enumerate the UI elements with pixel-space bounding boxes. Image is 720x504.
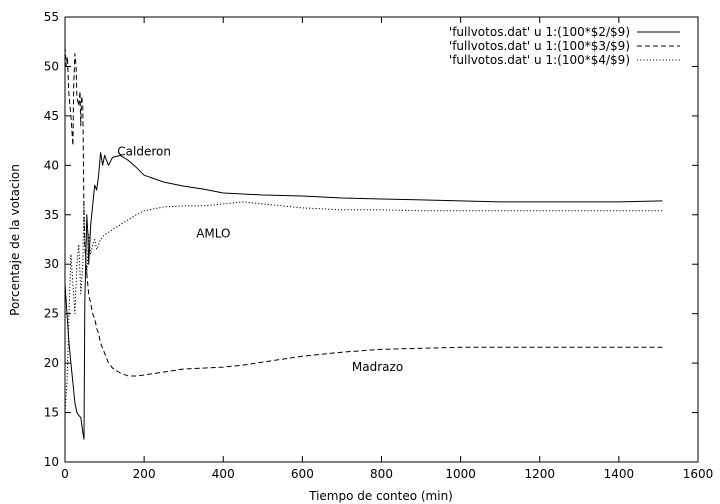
legend-label: 'fullvotos.dat' u 1:(100*$3/$9) [449, 39, 630, 53]
x-axis-ticks: 0 200 400 600 800 1000 1200 1400 1600 [61, 17, 713, 481]
x-tick-label: 1200 [524, 467, 555, 481]
legend: 'fullvotos.dat' u 1:(100*$2/$9)'fullvoto… [449, 25, 680, 67]
y-axis-label: Porcentaje de la votacion [8, 164, 22, 316]
x-tick-label: 200 [133, 467, 156, 481]
y-tick-label: 15 [44, 406, 59, 420]
y-tick-label: 55 [44, 10, 59, 24]
y-tick-label: 50 [44, 59, 59, 73]
series-annotations: Calderon AMLO Madrazo [117, 144, 403, 374]
y-tick-label: 10 [44, 455, 59, 469]
series-lines [64, 46, 663, 440]
annotation-label: AMLO [196, 227, 230, 241]
annotation-label: Calderon [117, 144, 171, 158]
y-tick-label: 25 [44, 307, 59, 321]
series-line-3 [64, 199, 663, 413]
y-axis-ticks: 10 15 20 25 30 35 40 45 50 55 [44, 10, 698, 469]
y-tick-label: 30 [44, 257, 59, 271]
y-tick-label: 45 [44, 109, 59, 123]
x-tick-label: 800 [370, 467, 393, 481]
series-line-2 [64, 46, 663, 377]
x-tick-label: 0 [61, 467, 69, 481]
x-tick-label: 600 [291, 467, 314, 481]
x-axis-label: Tiempo de conteo (min) [308, 489, 453, 503]
y-tick-label: 40 [44, 158, 59, 172]
y-tick-label: 20 [44, 356, 59, 370]
legend-label: 'fullvotos.dat' u 1:(100*$2/$9) [449, 25, 630, 39]
series-line-1 [64, 152, 663, 440]
x-tick-label: 400 [212, 467, 235, 481]
plot-frame [64, 16, 699, 463]
annotation-label: Madrazo [352, 360, 403, 374]
x-tick-label: 1400 [604, 467, 635, 481]
legend-label: 'fullvotos.dat' u 1:(100*$4/$9) [449, 53, 630, 67]
x-tick-label: 1600 [683, 467, 714, 481]
x-tick-label: 1000 [445, 467, 476, 481]
y-tick-label: 35 [44, 208, 59, 222]
